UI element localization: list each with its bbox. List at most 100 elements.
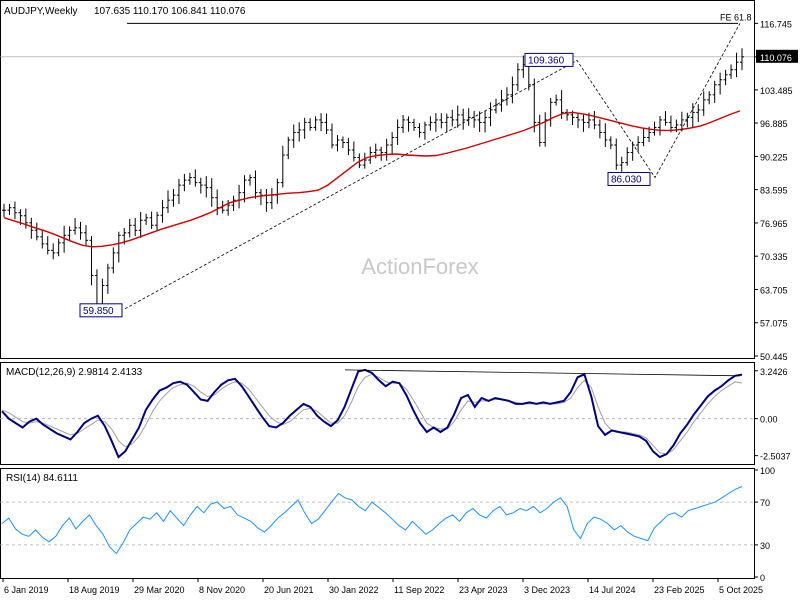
ohlc-bar xyxy=(204,176,209,198)
ohlc-bar xyxy=(226,199,231,216)
ohlc-bar xyxy=(286,136,291,160)
price-tick-label: 90.225 xyxy=(760,152,788,162)
ohlc-bar xyxy=(308,118,313,131)
ohlc-bar xyxy=(84,225,88,246)
ohlc-bar xyxy=(368,146,373,164)
macd-tick-label: 3.2426 xyxy=(760,367,788,377)
ohlc-bar xyxy=(45,236,50,255)
time-tick-label: 8 Nov 2020 xyxy=(199,585,245,595)
ohlc-bar xyxy=(111,247,116,274)
ohlc-bar xyxy=(149,211,154,229)
ohlc-bar xyxy=(89,236,94,286)
price-tick-label: 57.075 xyxy=(760,319,788,329)
time-tick-label: 5 Oct 2025 xyxy=(719,585,763,595)
rsi-axis: 100 70 30 0 xyxy=(754,466,775,583)
ohlc-bar xyxy=(346,137,351,156)
ohlc-bar xyxy=(543,112,548,147)
ohlc-bar xyxy=(690,103,695,128)
ohlc-bar xyxy=(455,105,460,128)
ohlc-bar xyxy=(340,136,345,148)
ohlc-bar xyxy=(395,119,400,145)
ohlc-bar xyxy=(477,111,482,132)
swing-low-label: 59.850 xyxy=(79,303,123,318)
ohlc-bar xyxy=(406,116,411,132)
chart-ohlc: 107.635 110.170 106.841 110.076 xyxy=(94,6,246,17)
ohlc-bar xyxy=(483,110,488,133)
ohlc-bar xyxy=(499,89,504,112)
ohlc-bar xyxy=(160,199,165,223)
ohlc-bar xyxy=(439,113,444,129)
ohlc-bar xyxy=(658,116,662,136)
price-tick-label: 103.485 xyxy=(760,86,793,96)
ohlc-bar xyxy=(302,117,307,139)
ohlc-bar xyxy=(734,52,739,78)
ohlc-bar xyxy=(663,110,668,126)
ohlc-bar xyxy=(401,115,406,133)
ohlc-bar xyxy=(242,175,247,203)
ohlc-bar xyxy=(319,113,324,132)
ohlc-bar xyxy=(390,132,395,155)
macd-tick-label: -2.5037 xyxy=(760,452,791,462)
ohlc-bar xyxy=(67,226,72,242)
price-tick-label: 70.335 xyxy=(760,252,788,262)
moving-average-line xyxy=(3,110,741,248)
macd-trendline xyxy=(344,369,741,377)
ohlc-bar xyxy=(62,225,67,253)
ohlc-bar xyxy=(166,190,170,214)
ohlc-bar xyxy=(56,238,61,257)
moving-average xyxy=(3,110,741,248)
ohlc-bar xyxy=(696,104,701,123)
ohlc-bar xyxy=(450,109,455,127)
ohlc-bar xyxy=(138,211,143,238)
price-tick-label: 83.595 xyxy=(760,186,788,196)
price-bars xyxy=(2,48,744,310)
ohlc-bar xyxy=(597,119,602,139)
ohlc-bar xyxy=(357,153,362,169)
ohlc-bar xyxy=(171,189,176,207)
fibonacci-projection-line xyxy=(124,23,741,310)
ohlc-bar xyxy=(209,178,214,207)
time-tick-label: 18 Aug 2019 xyxy=(69,585,120,595)
macd-title: MACD(12,26,9) 2.9814 2.4133 xyxy=(6,367,143,378)
svg-text:59.850: 59.850 xyxy=(83,306,114,317)
swing-high-label: 109.360 xyxy=(524,52,574,67)
ohlc-bar xyxy=(510,76,515,104)
rsi-panel-frame xyxy=(0,468,755,579)
macd-main-line xyxy=(1,368,743,459)
time-axis: 6 Jan 2019 18 Aug 2019 29 Mar 2020 8 Nov 20… xyxy=(2,578,763,595)
ohlc-bar xyxy=(712,80,717,103)
time-tick-label: 11 Sep 2022 xyxy=(394,585,444,595)
ohlc-bar xyxy=(603,123,608,147)
ohlc-bar xyxy=(155,211,160,232)
ohlc-bar xyxy=(608,136,613,150)
ohlc-bar xyxy=(313,116,318,131)
price-tick-label: 76.965 xyxy=(760,219,788,229)
macd-axis: 3.2426 0.00 -2.5037 xyxy=(754,367,791,462)
current-price-box xyxy=(756,49,798,63)
ohlc-bar xyxy=(668,115,673,133)
ohlc-bar xyxy=(729,64,734,79)
rsi-tick-label: 70 xyxy=(760,498,770,508)
rsi-lines xyxy=(0,486,754,555)
ohlc-bar xyxy=(488,102,493,127)
rsi-line xyxy=(1,486,743,555)
ohlc-bar xyxy=(176,179,181,205)
ohlc-bar xyxy=(433,113,438,132)
ohlc-bar xyxy=(51,243,56,260)
ohlc-bar xyxy=(636,136,641,152)
price-tick-label: 96.885 xyxy=(760,119,788,129)
macd-tick-label: 0.00 xyxy=(760,415,778,425)
ohlc-bar xyxy=(187,172,192,185)
time-tick-label: 23 Apr 2023 xyxy=(459,585,508,595)
svg-text:109.360: 109.360 xyxy=(528,55,565,66)
ohlc-bar xyxy=(335,135,340,152)
ohlc-bar xyxy=(428,116,433,131)
ohlc-bar xyxy=(641,128,646,147)
ohlc-bar xyxy=(133,218,138,237)
watermark: ActionForex xyxy=(361,254,478,279)
ohlc-bar xyxy=(412,118,416,131)
ohlc-bar xyxy=(297,122,302,142)
ohlc-bar xyxy=(7,203,12,215)
ohlc-bar xyxy=(231,195,236,211)
price-grid: FE 61.8 xyxy=(0,12,754,58)
